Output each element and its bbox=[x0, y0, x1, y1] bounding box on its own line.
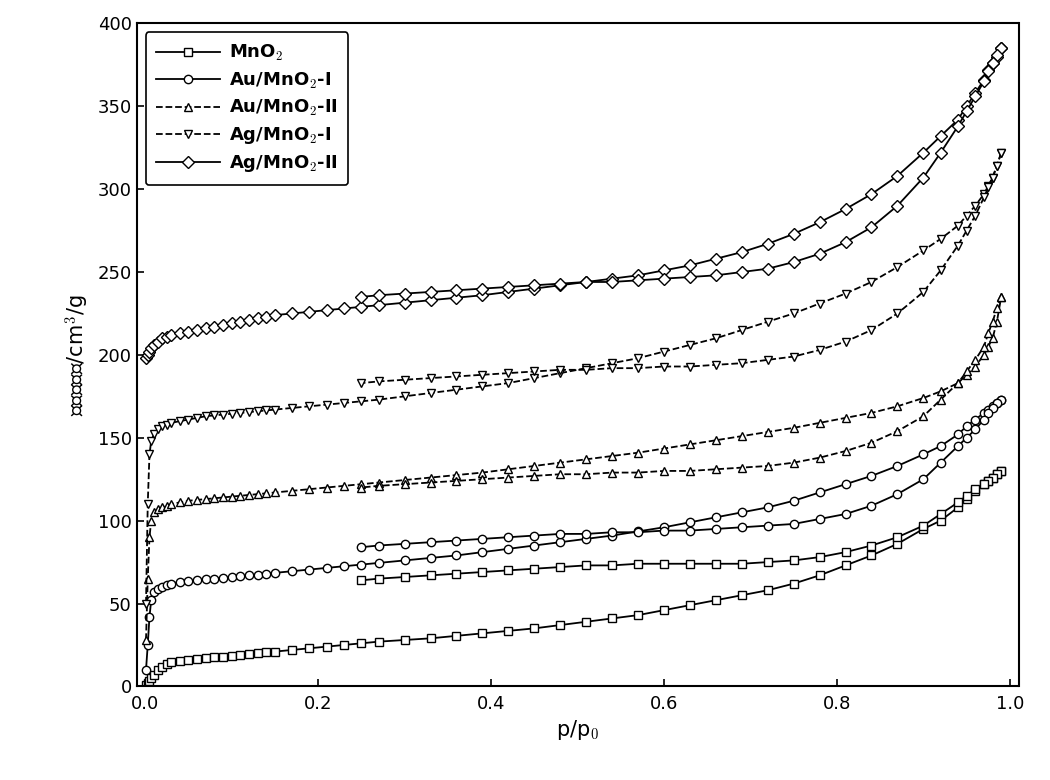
Y-axis label: 吸脱附体积/cm$^3$/g: 吸脱附体积/cm$^3$/g bbox=[64, 294, 91, 416]
Ag/MnO$_2$-II bbox=[226, 319, 238, 328]
Ag/MnO$_2$-II bbox=[145, 343, 158, 353]
Legend: MnO$_2$, Au/MnO$_2$-I, Au/MnO$_2$-II, Ag/MnO$_2$-I, Ag/MnO$_2$-II: MnO$_2$, Au/MnO$_2$-I, Au/MnO$_2$-II, Ag… bbox=[146, 33, 349, 185]
Au/MnO$_2$-I bbox=[143, 612, 155, 622]
Au/MnO$_2$-II bbox=[145, 516, 158, 526]
Au/MnO$_2$-II bbox=[143, 533, 155, 542]
Ag/MnO$_2$-II bbox=[338, 303, 351, 313]
Ag/MnO$_2$-II bbox=[710, 254, 722, 264]
Line: Au/MnO$_2$-I: Au/MnO$_2$-I bbox=[142, 395, 1005, 674]
Au/MnO$_2$-II bbox=[226, 492, 238, 502]
MnO$_2$ bbox=[338, 640, 351, 650]
Au/MnO$_2$-I bbox=[145, 596, 158, 605]
Au/MnO$_2$-I bbox=[140, 665, 152, 675]
Ag/MnO$_2$-II bbox=[995, 44, 1008, 53]
Ag/MnO$_2$-II bbox=[143, 347, 155, 356]
Ag/MnO$_2$-I bbox=[140, 599, 152, 608]
Ag/MnO$_2$-II bbox=[140, 353, 152, 363]
MnO$_2$ bbox=[140, 680, 152, 690]
Line: Au/MnO$_2$-II: Au/MnO$_2$-II bbox=[142, 292, 1005, 644]
Ag/MnO$_2$-II bbox=[684, 261, 696, 270]
Ag/MnO$_2$-I bbox=[995, 148, 1008, 158]
Line: Ag/MnO$_2$-I: Ag/MnO$_2$-I bbox=[142, 148, 1005, 608]
Ag/MnO$_2$-I bbox=[145, 437, 158, 446]
Au/MnO$_2$-I bbox=[710, 512, 722, 522]
Ag/MnO$_2$-I bbox=[684, 340, 696, 349]
Au/MnO$_2$-I bbox=[995, 395, 1008, 404]
Au/MnO$_2$-II bbox=[338, 481, 351, 491]
Au/MnO$_2$-II bbox=[995, 292, 1008, 302]
MnO$_2$ bbox=[710, 596, 722, 605]
Au/MnO$_2$-I bbox=[684, 518, 696, 527]
MnO$_2$ bbox=[145, 673, 158, 682]
Au/MnO$_2$-II bbox=[684, 440, 696, 449]
MnO$_2$ bbox=[143, 677, 155, 686]
Line: Ag/MnO$_2$-II: Ag/MnO$_2$-II bbox=[142, 44, 1005, 363]
MnO$_2$ bbox=[226, 651, 238, 661]
Line: MnO$_2$: MnO$_2$ bbox=[142, 466, 1005, 689]
Au/MnO$_2$-II bbox=[710, 435, 722, 445]
Au/MnO$_2$-II bbox=[140, 635, 152, 644]
Ag/MnO$_2$-I bbox=[338, 399, 351, 408]
MnO$_2$ bbox=[995, 466, 1008, 476]
Ag/MnO$_2$-I bbox=[710, 334, 722, 343]
Ag/MnO$_2$-I bbox=[226, 409, 238, 418]
Ag/MnO$_2$-I bbox=[143, 449, 155, 459]
Au/MnO$_2$-I bbox=[226, 573, 238, 582]
Au/MnO$_2$-I bbox=[338, 562, 351, 571]
X-axis label: p/p$_0$: p/p$_0$ bbox=[555, 718, 600, 743]
MnO$_2$ bbox=[684, 601, 696, 610]
